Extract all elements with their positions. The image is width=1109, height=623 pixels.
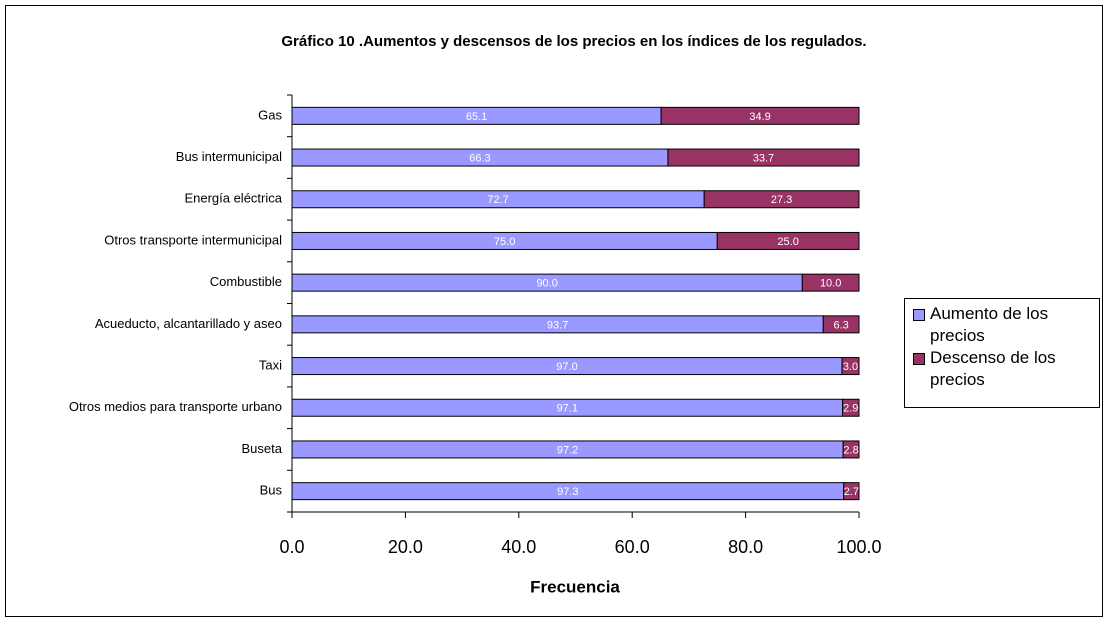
data-label: 72.7	[487, 194, 508, 206]
bar-segment	[703, 190, 860, 209]
legend: Aumento de los precios Descenso de los pr…	[904, 298, 1100, 408]
legend-swatch	[913, 353, 925, 365]
x-tick-label: 20.0	[388, 537, 423, 557]
legend-label: Descenso de los precios	[930, 348, 1056, 389]
legend-label: Aumento de los precios	[930, 304, 1049, 345]
x-axis-label: Frecuencia	[530, 577, 620, 596]
y-tick-label: Energía eléctrica	[184, 191, 282, 206]
data-label: 93.7	[547, 319, 568, 331]
data-label: 65.1	[466, 111, 487, 123]
y-tick-label: Acueducto, alcantarillado y aseo	[95, 316, 282, 331]
bar-segment	[801, 273, 860, 292]
data-label: 10.0	[820, 278, 841, 290]
data-label: 90.0	[536, 278, 557, 290]
y-tick-label: Combustible	[210, 274, 282, 289]
data-label: 66.3	[469, 152, 490, 164]
x-tick-label: 100.0	[836, 537, 881, 557]
y-tick-label: Otros transporte intermunicipal	[104, 232, 282, 247]
data-label: 97.1	[557, 403, 578, 415]
bar-segment	[842, 440, 860, 459]
y-tick-label: Bus intermunicipal	[176, 149, 282, 164]
data-label: 2.7	[844, 486, 859, 498]
data-label: 3.0	[843, 361, 858, 373]
legend-swatch	[913, 309, 925, 321]
data-label: 33.7	[753, 152, 774, 164]
y-tick-label: Otros medios para transporte urbano	[69, 399, 282, 414]
data-label: 27.3	[771, 194, 792, 206]
bar-segment	[667, 148, 860, 167]
data-label: 2.9	[843, 403, 858, 415]
bar-segment	[716, 231, 860, 250]
legend-entry: Descenso de los precios	[913, 347, 1095, 391]
bar-segment	[843, 482, 860, 501]
data-label: 97.2	[557, 444, 578, 456]
bar-segment	[842, 398, 860, 417]
bar-segment	[822, 315, 860, 334]
data-label: 2.8	[843, 444, 858, 456]
data-label: 97.0	[556, 361, 577, 373]
data-label: 34.9	[749, 111, 770, 123]
y-tick-label: Bus	[260, 483, 283, 498]
bar-segment	[841, 357, 860, 376]
data-label: 97.3	[557, 486, 578, 498]
x-tick-label: 60.0	[615, 537, 650, 557]
data-label: 75.0	[494, 236, 515, 248]
x-tick-label: 80.0	[728, 537, 763, 557]
y-tick-label: Buseta	[242, 441, 283, 456]
x-tick-label: 0.0	[279, 537, 304, 557]
y-tick-label: Taxi	[259, 357, 282, 372]
bar-segment	[660, 106, 860, 125]
chart-title: Gráfico 10 .Aumentos y descensos de los …	[281, 33, 866, 50]
legend-entry: Aumento de los precios	[913, 303, 1095, 347]
y-tick-label: Gas	[258, 107, 282, 122]
x-tick-label: 40.0	[501, 537, 536, 557]
data-label: 25.0	[777, 236, 798, 248]
data-label: 6.3	[833, 319, 848, 331]
